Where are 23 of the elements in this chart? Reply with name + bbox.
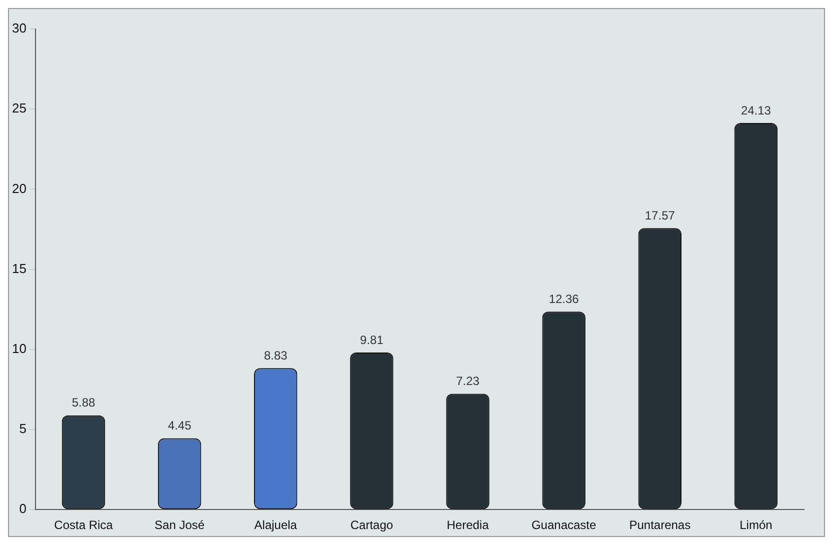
data-label: 8.83 (264, 348, 288, 362)
y-tick-label: 5 (19, 421, 26, 436)
x-tick-label: Cartago (350, 518, 394, 532)
data-label: 4.45 (168, 418, 192, 433)
data-label: 5.88 (72, 396, 96, 410)
x-tick-label: Costa Rica (54, 518, 114, 532)
y-tick-label: 25 (12, 100, 26, 116)
x-tick-label: Alajuela (254, 518, 298, 532)
y-tick-label: 0 (19, 501, 26, 516)
y-tick-label: 20 (12, 180, 26, 196)
data-label: 17.57 (644, 208, 676, 222)
x-tick-label: Heredia (446, 518, 490, 532)
y-tick-label: 10 (12, 340, 26, 356)
x-tick-label: San José (154, 518, 205, 532)
y-tick-label: 30 (12, 20, 26, 36)
x-tick-label: Guanacaste (531, 518, 597, 532)
data-label: 9.81 (360, 332, 384, 347)
x-tick-label: Limón (740, 518, 772, 532)
data-label: 24.13 (740, 103, 772, 118)
data-label: 12.36 (548, 292, 580, 306)
data-label: 7.23 (456, 374, 480, 388)
x-tick-label: Puntarenas (629, 518, 691, 532)
y-tick-label: 15 (12, 260, 26, 276)
